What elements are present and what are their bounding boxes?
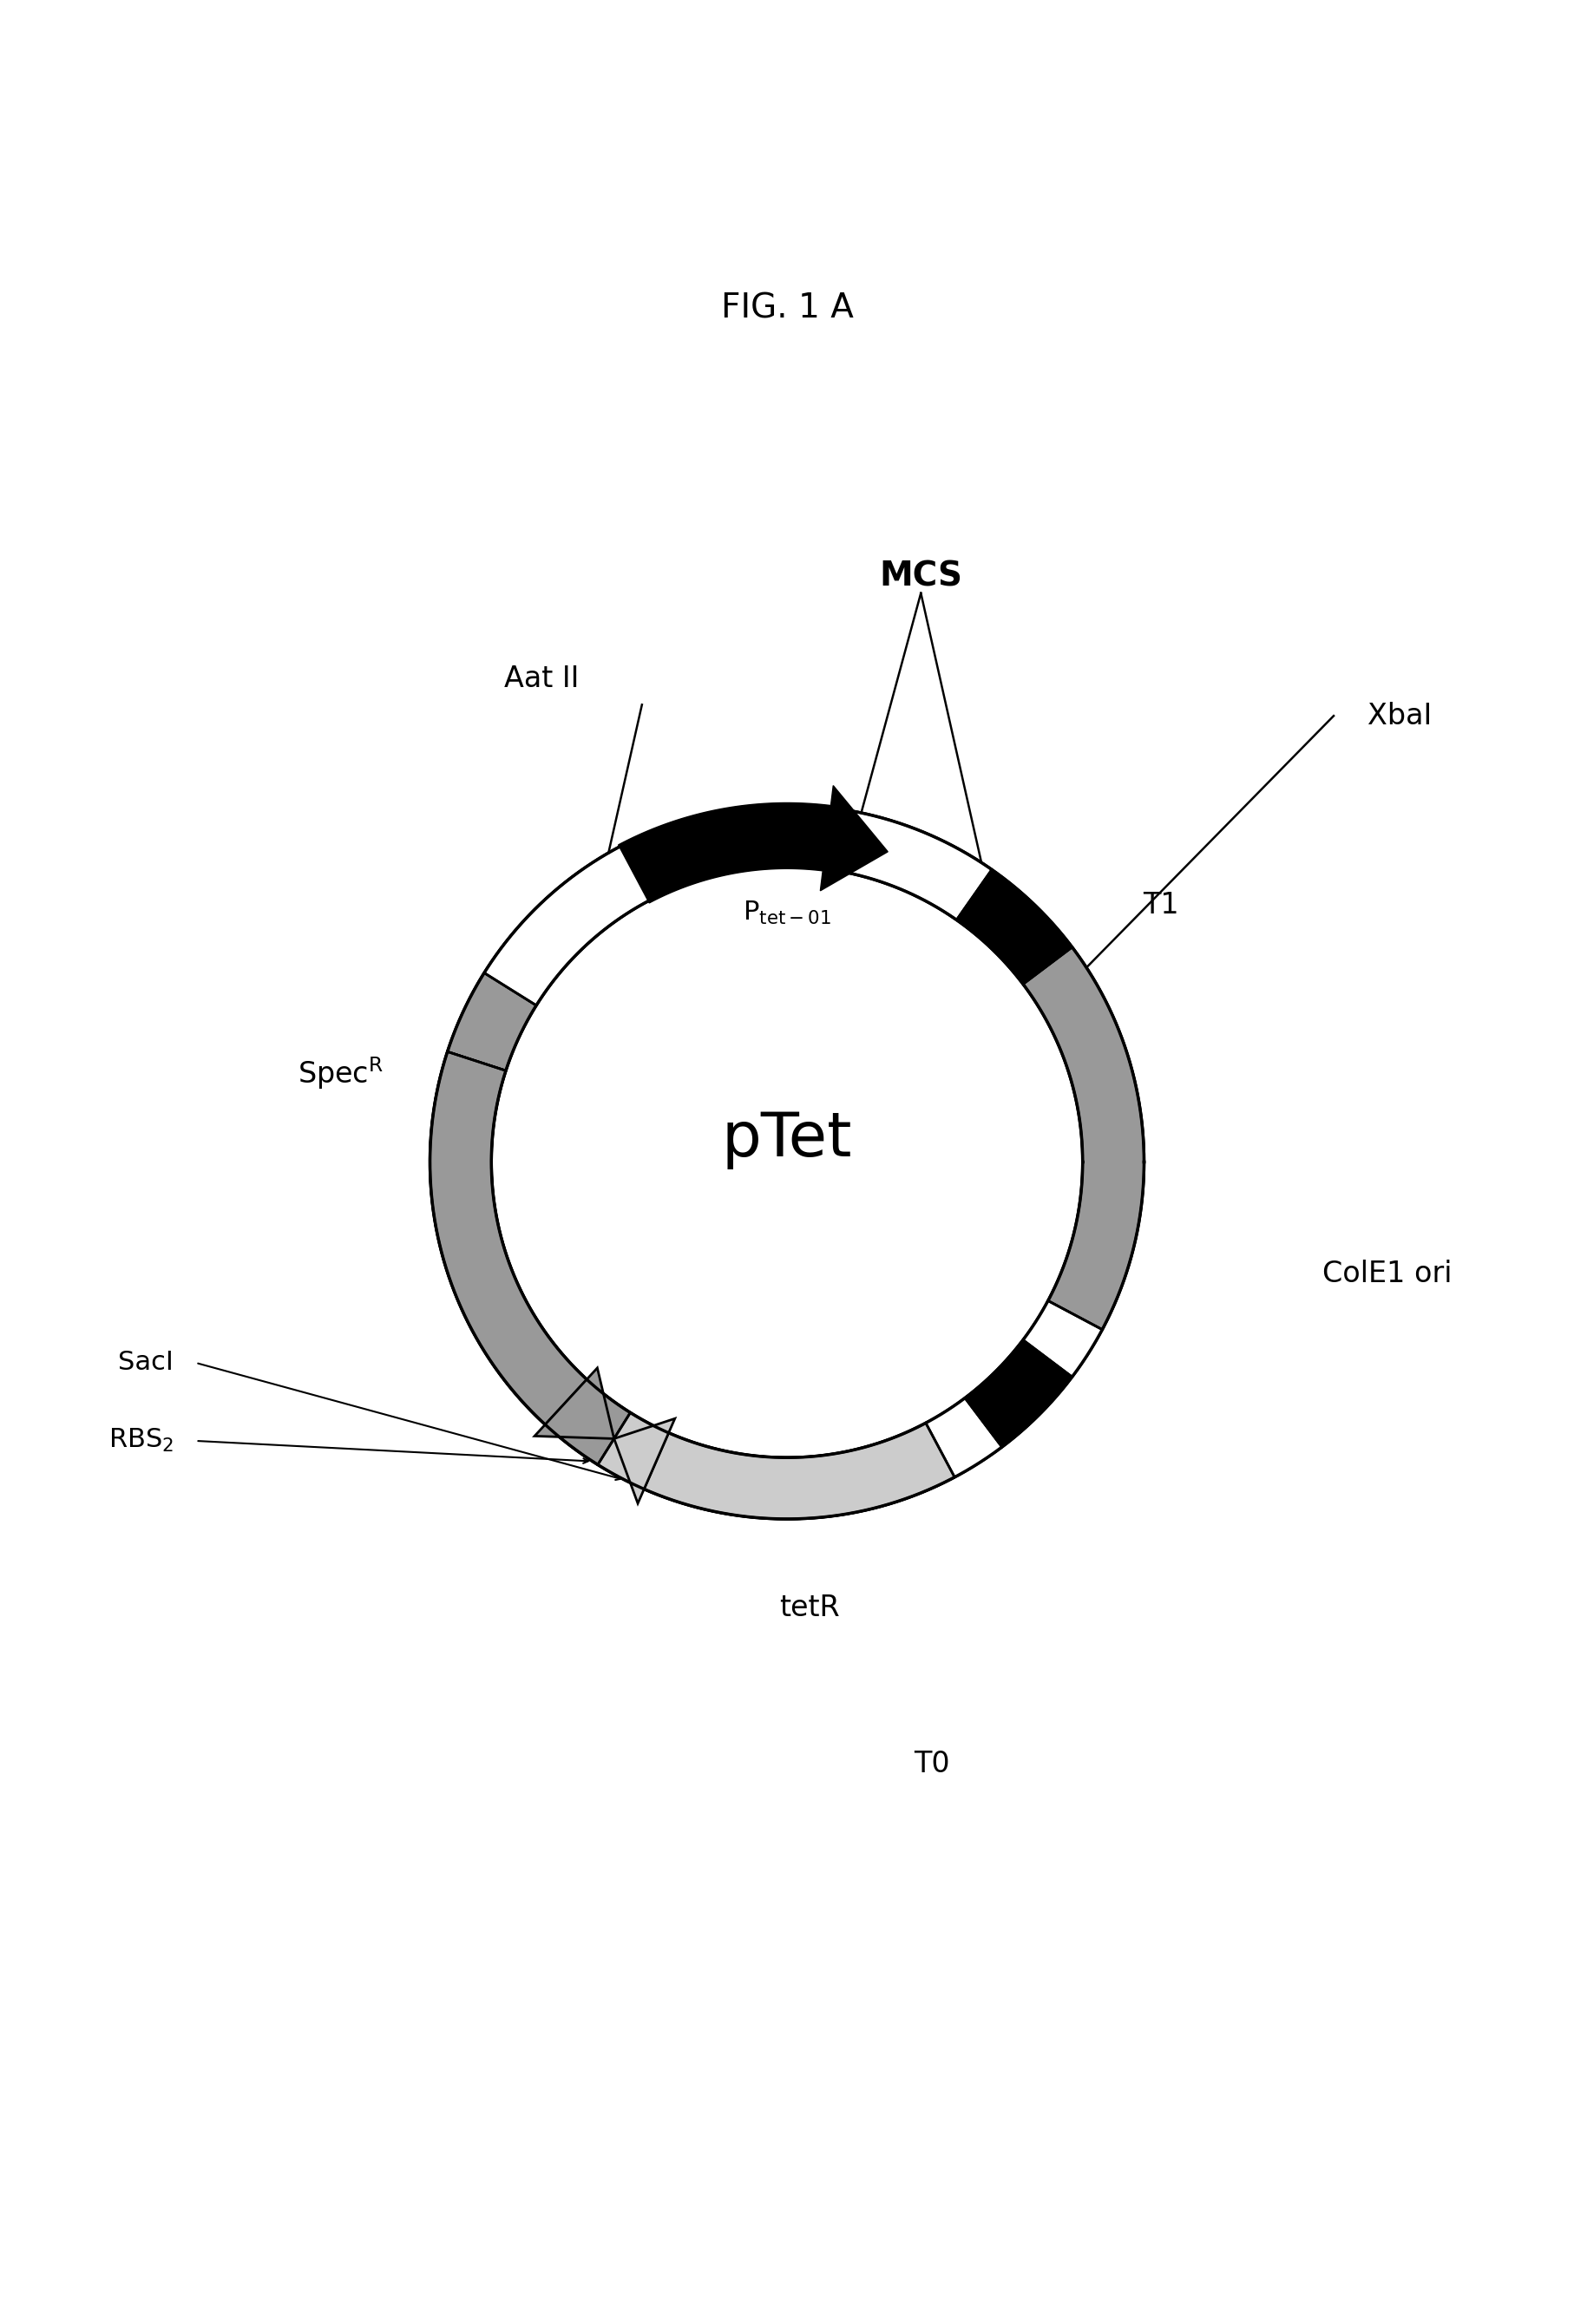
Polygon shape [926,1399,1003,1478]
Polygon shape [614,1418,675,1504]
Text: T0: T0 [914,1750,951,1778]
Polygon shape [485,804,992,1006]
Polygon shape [430,1053,630,1464]
Text: Aat II: Aat II [504,665,579,693]
Text: MCS: MCS [880,560,963,593]
Text: ColE1 ori: ColE1 ori [1322,1260,1453,1287]
Text: SacI: SacI [118,1350,173,1376]
Polygon shape [535,1369,614,1439]
Polygon shape [965,1341,1072,1448]
Text: pTet: pTet [722,1111,852,1169]
Polygon shape [430,1053,587,1425]
Polygon shape [1023,1301,1102,1376]
Polygon shape [957,869,1072,983]
Polygon shape [1023,948,1144,1329]
Text: XbaI: XbaI [1368,702,1432,730]
Polygon shape [447,974,537,1071]
Text: T1: T1 [1143,890,1179,920]
Text: Spec$^{\rm R}$: Spec$^{\rm R}$ [297,1055,384,1090]
Text: P$_{\rm tet-01}$: P$_{\rm tet-01}$ [743,899,831,927]
Polygon shape [598,1413,954,1520]
Text: RBS$_{\rm 2}$: RBS$_{\rm 2}$ [109,1427,173,1455]
Text: FIG. 1 A: FIG. 1 A [721,293,853,325]
Polygon shape [430,804,1144,1520]
Text: tetR: tetR [779,1594,839,1622]
Polygon shape [644,1422,954,1520]
Polygon shape [619,786,888,904]
